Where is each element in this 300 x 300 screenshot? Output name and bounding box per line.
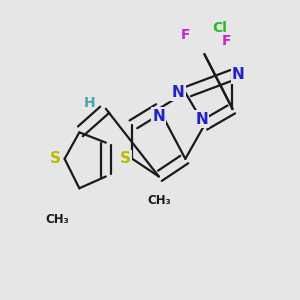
Text: S: S bbox=[50, 151, 61, 166]
Text: N: N bbox=[232, 68, 245, 82]
Text: F: F bbox=[222, 34, 231, 48]
Text: CH₃: CH₃ bbox=[147, 194, 171, 207]
Text: N: N bbox=[152, 109, 165, 124]
Text: H: H bbox=[84, 96, 95, 110]
Text: Cl: Cl bbox=[212, 21, 226, 35]
Text: N: N bbox=[172, 85, 184, 100]
Text: F: F bbox=[181, 28, 190, 42]
Text: S: S bbox=[119, 151, 130, 166]
Text: CH₃: CH₃ bbox=[45, 213, 69, 226]
Text: N: N bbox=[195, 112, 208, 127]
